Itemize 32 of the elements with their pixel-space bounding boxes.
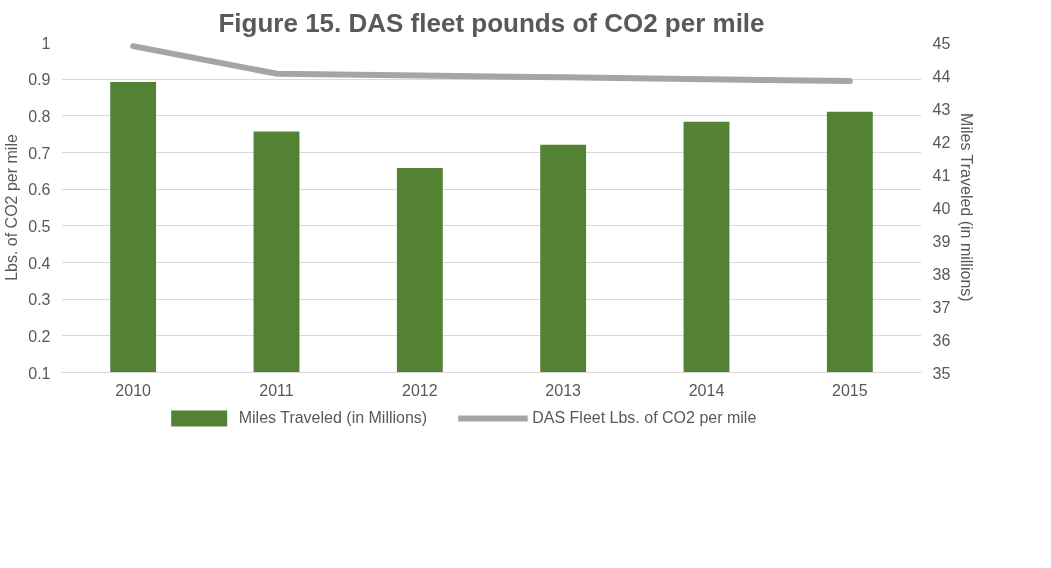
y-tick-label: 1 xyxy=(41,34,51,52)
y-tick-label: 0.5 xyxy=(28,217,51,235)
y2-tick-label: 42 xyxy=(932,133,951,151)
y2-tick-label: 35 xyxy=(932,364,951,382)
legend-label: Miles Traveled (in Millions) xyxy=(238,409,428,427)
y2-tick-label: 41 xyxy=(932,166,951,184)
y2-tick-label: 38 xyxy=(932,265,951,283)
y2-tick-label: 39 xyxy=(932,232,951,250)
y-tick-label: 0.7 xyxy=(28,144,51,162)
y2-tick-label: 45 xyxy=(932,34,951,52)
legend-label: DAS Fleet Lbs. of CO2 per mile xyxy=(532,409,757,427)
y-tick-label: 0.8 xyxy=(28,107,51,125)
y-tick-label: 0.4 xyxy=(28,254,51,272)
x-tick-label: 2011 xyxy=(259,381,294,399)
x-tick-label: 2012 xyxy=(402,381,438,399)
y-tick-label: 0.9 xyxy=(28,71,51,89)
y-tick-label: 0.3 xyxy=(28,291,51,309)
x-tick-label: 2010 xyxy=(115,381,152,399)
y-tick-label: 0.2 xyxy=(28,327,51,345)
x-tick-label: 2013 xyxy=(545,381,582,399)
y-axis-title: Lbs. of CO2 per mile xyxy=(3,134,21,281)
y2-tick-label: 43 xyxy=(932,100,951,118)
y2-tick-label: 37 xyxy=(932,298,951,316)
y2-tick-label: 40 xyxy=(932,199,951,217)
x-tick-label: 2015 xyxy=(832,381,868,399)
y2-axis-title: Miles Traveled (in millions) xyxy=(958,113,976,302)
y-tick-label: 0.6 xyxy=(28,181,51,199)
chart-title: Figure 15. DAS fleet pounds of CO2 per mile xyxy=(218,7,765,38)
x-tick-label: 2014 xyxy=(688,381,725,399)
y2-tick-label: 44 xyxy=(932,67,951,85)
y2-tick-label: 36 xyxy=(932,331,951,349)
y-tick-label: 0.1 xyxy=(28,364,51,382)
